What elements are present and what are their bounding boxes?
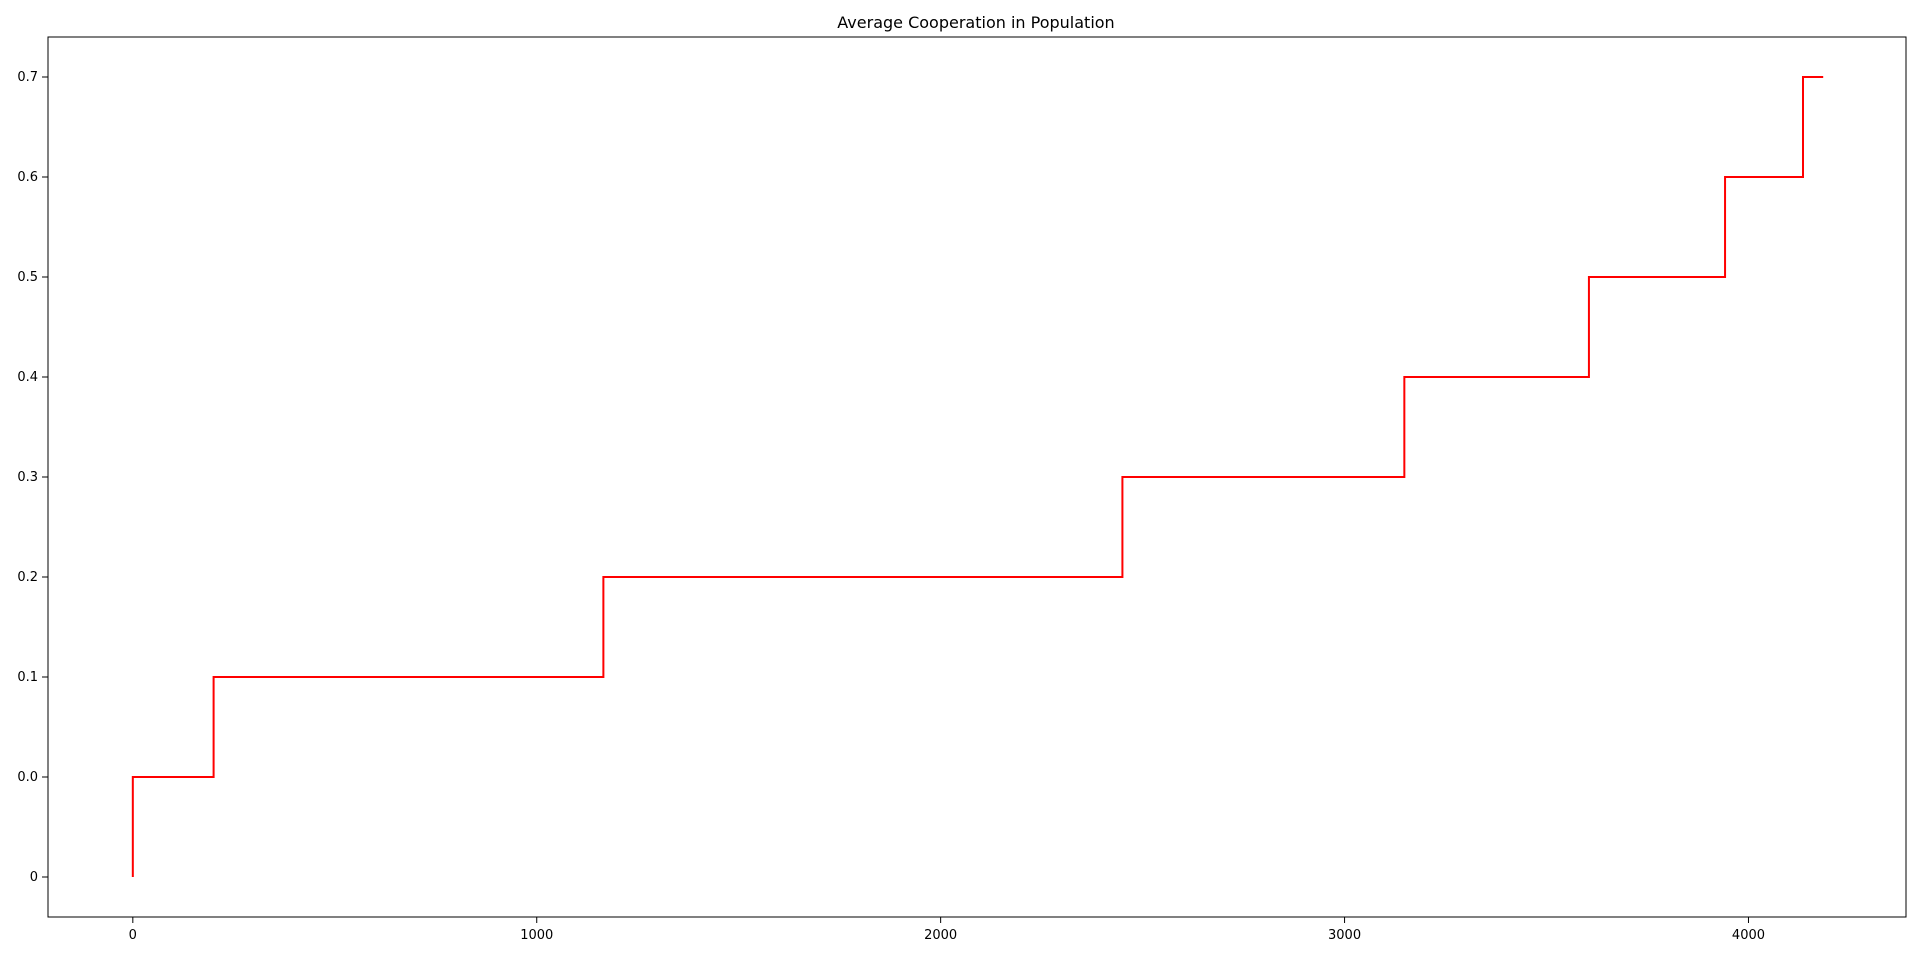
x-tick-label: 3000 (1328, 928, 1361, 943)
plot-layer: 0 1000 2000 3000 4000 0 0.0 0.1 0.2 0.3 0.4 0.5 0.6 0… (17, 70, 1824, 943)
x-tick-label: 0 (129, 928, 137, 943)
y-tick-label: 0.4 (17, 370, 38, 385)
x-tick-label: 2000 (924, 928, 957, 943)
plot-frame (47, 36, 1907, 918)
y-tick-label: 0.0 (17, 770, 38, 785)
y-tick-label: 0.7 (17, 70, 38, 85)
y-tick-label: 0 (30, 870, 38, 885)
y-tick-label: 0.2 (17, 570, 38, 585)
x-tick-label: 4000 (1732, 928, 1765, 943)
y-tick-label: 0.1 (17, 670, 38, 685)
y-tick-label: 0.6 (17, 170, 38, 185)
series-line (131, 76, 1824, 877)
x-tick-label: 1000 (520, 928, 553, 943)
chart-title: Average Cooperation in Population (837, 13, 1114, 32)
y-tick-label: 0.5 (17, 270, 38, 285)
y-tick-label: 0.3 (17, 470, 38, 485)
